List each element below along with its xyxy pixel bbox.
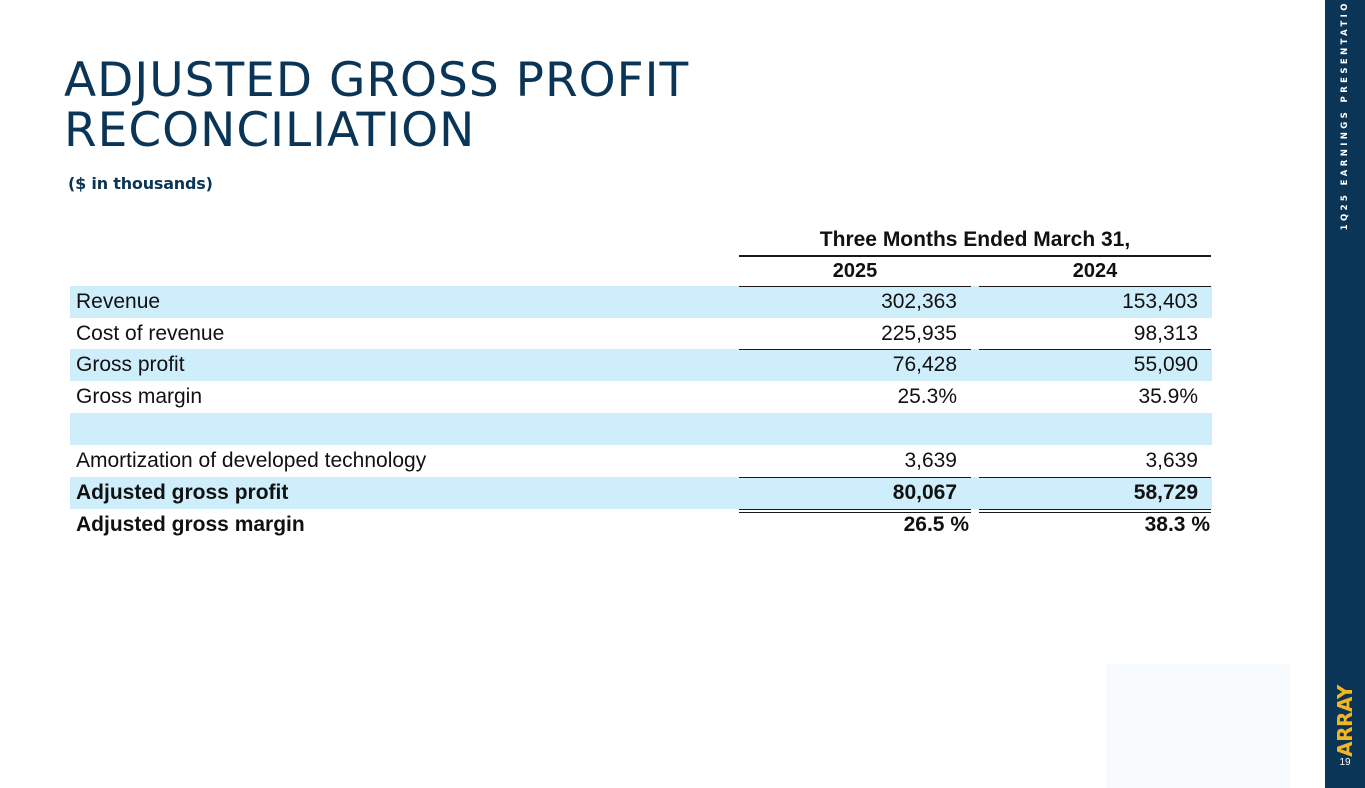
row-label: Adjusted gross margin (76, 513, 305, 536)
value-2024: 58,729 (1133, 481, 1198, 504)
slide-title-line-1: ADJUSTED GROSS PROFIT (64, 53, 690, 108)
value-2024 (979, 413, 1198, 445)
table-row-revenue: Revenue 302,363 153,403 (70, 286, 1212, 318)
table-row-cost-of-revenue: Cost of revenue 225,935 98,313 (70, 318, 1212, 350)
value-2025: 80,067 (892, 481, 957, 504)
rule-line (979, 349, 1211, 350)
value-2024: 3,639 (1145, 449, 1198, 472)
period-header: Three Months Ended March 31, (739, 228, 1211, 257)
array-logo: ARRAY (1333, 685, 1357, 757)
rule-line (739, 349, 971, 350)
presentation-label: 1Q25 EARNINGS PRESENTATION (1340, 0, 1350, 231)
value-2024: 35.9% (1138, 385, 1198, 408)
table-row-spacer (70, 413, 1212, 445)
units-note: ($ in thousands) (68, 174, 213, 193)
double-rule-line (739, 509, 971, 513)
rule-line (739, 477, 971, 478)
rule-line (979, 286, 1211, 287)
row-label: Cost of revenue (76, 322, 225, 345)
row-label: Amortization of developed technology (76, 449, 427, 472)
rule-line (979, 477, 1211, 478)
value-2025: 26.5 % (903, 513, 969, 536)
rule-line (739, 286, 971, 287)
year-header-2024: 2024 (1072, 260, 1118, 282)
value-2025: 76,428 (892, 353, 957, 376)
table-row-gross-margin: Gross margin 25.3% 35.9% (70, 381, 1212, 413)
value-2025: 25.3% (897, 385, 957, 408)
table-row-adjusted-gross-profit: Adjusted gross profit 80,067 58,729 (70, 477, 1212, 509)
year-header-2025: 2025 (832, 260, 878, 282)
row-label: Revenue (76, 290, 161, 313)
value-2024: 38.3 % (1144, 513, 1210, 536)
table-row-amortization: Amortization of developed technology 3,6… (70, 445, 1212, 477)
row-label: Adjusted gross profit (76, 481, 289, 504)
value-2025: 302,363 (881, 290, 957, 313)
value-2025 (739, 413, 957, 445)
slide-title: ADJUSTED GROSS PROFIT RECONCILIATION (64, 56, 689, 156)
row-label: Gross profit (76, 353, 185, 376)
value-2025: 3,639 (904, 449, 957, 472)
table-row-adjusted-gross-margin: Adjusted gross margin 26.5 % 38.3 % (70, 509, 1212, 541)
value-2024: 98,313 (1133, 322, 1198, 345)
value-2024: 153,403 (1122, 290, 1198, 313)
page-number: 19 (1339, 757, 1351, 768)
value-2025: 225,935 (881, 322, 957, 345)
decorative-panel (1106, 664, 1290, 788)
row-label: Gross margin (76, 385, 203, 408)
value-2024: 55,090 (1133, 353, 1198, 376)
sidebar: 1Q25 EARNINGS PRESENTATION ARRAY 19 (1325, 0, 1365, 788)
table-row-gross-profit: Gross profit 76,428 55,090 (70, 349, 1212, 381)
double-rule-line (979, 509, 1211, 513)
slide-title-line-2: RECONCILIATION (64, 103, 476, 158)
